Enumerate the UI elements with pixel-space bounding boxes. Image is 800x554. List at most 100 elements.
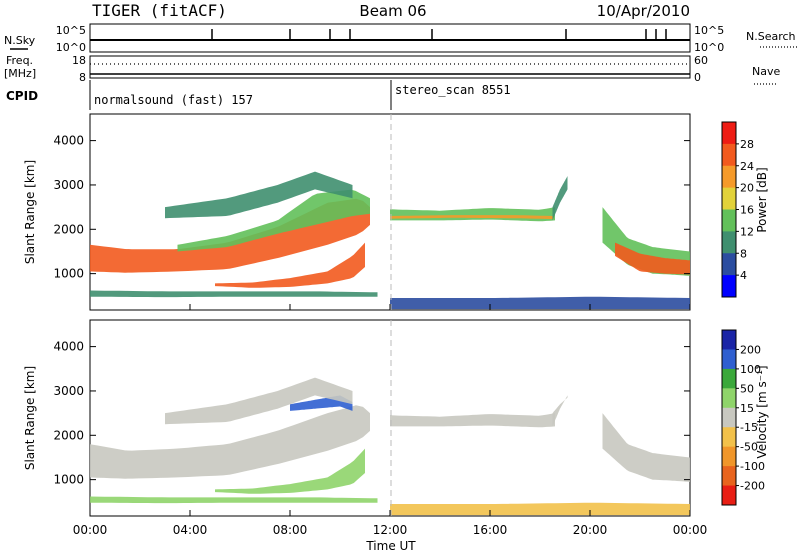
power-colorbar-tick-label: 24 — [740, 160, 754, 173]
power-y-tick-label: 1000 — [53, 267, 84, 281]
power-y-label: Slant Range [km] — [23, 160, 37, 264]
time-tick-label: 04:00 — [173, 523, 208, 537]
power-colorbar-cell — [722, 253, 736, 276]
noise-left-label: N.Sky — [4, 34, 36, 47]
velocity-colorbar-tick-label: 200 — [740, 343, 761, 356]
velocity-y-tick-label: 1000 — [53, 473, 84, 487]
power-colorbar: 4 8 12 16 20 24 28 — [721, 121, 754, 298]
power-y-ticks: 1000 2000 3000 4000 — [53, 134, 690, 281]
velocity-y-ticks: 1000 2000 3000 4000 — [53, 340, 690, 487]
time-tick-label: 20:00 — [573, 523, 608, 537]
time-tick-label: 00:00 — [673, 523, 708, 537]
power-colorbar-tick-label: 8 — [740, 247, 747, 260]
freq-tick-bottom: 8 — [79, 71, 86, 84]
nave-tick-bottom: 0 — [694, 71, 701, 84]
velocity-colorbar-cell — [722, 427, 736, 448]
power-colorbar-tick-label: 20 — [740, 182, 754, 195]
velocity-colorbar-cell — [722, 407, 736, 428]
velocity-colorbar-frame — [721, 329, 737, 506]
velocity-region-7 — [602, 413, 690, 482]
power-colorbar-tick-label: 4 — [740, 269, 747, 282]
freq-label: Freq. — [6, 54, 33, 67]
velocity-region-4 — [90, 496, 378, 504]
velocity-colorbar-cell — [722, 330, 736, 350]
power-region-6 — [390, 215, 553, 220]
velocity-y-tick-label: 3000 — [53, 384, 84, 398]
power-colorbar-tick-label: 16 — [740, 204, 754, 217]
power-region-3 — [165, 171, 353, 219]
power-region-9 — [615, 242, 690, 275]
velocity-region-8 — [390, 502, 690, 516]
velocity-region-3 — [165, 377, 353, 425]
velocity-colorbar-cell — [722, 446, 736, 467]
noise-right-label: N.Search — [746, 30, 796, 43]
power-y-tick-label: 3000 — [53, 178, 84, 192]
plot-title-beam: Beam 06 — [359, 2, 426, 20]
nave-tick-top: 60 — [694, 54, 708, 67]
velocity-colorbar-tick-label: -15 — [740, 421, 758, 434]
time-tick-label: 08:00 — [273, 523, 308, 537]
power-colorbar-cell — [722, 165, 736, 189]
freq-panel — [89, 55, 691, 79]
power-data — [90, 171, 690, 310]
nave-label: Nave — [752, 65, 780, 78]
power-colorbar-label: Power [dB] — [755, 167, 769, 232]
noise-right-tick-top: 10^5 — [694, 24, 724, 37]
noise-panel — [89, 23, 691, 53]
velocity-colorbar-tick-label: -100 — [740, 460, 765, 473]
velocity-colorbar-cell — [722, 388, 736, 409]
power-region-1 — [177, 189, 370, 252]
time-axis-label: Time UT — [365, 539, 416, 553]
time-tick-label: 12:00 — [373, 523, 408, 537]
velocity-colorbar-label: Velocity [m s⁻¹] — [755, 365, 769, 458]
noise-trace — [90, 29, 690, 41]
freq-tick-top: 18 — [72, 54, 86, 67]
power-colorbar-cell — [722, 275, 736, 298]
power-colorbar-cell — [722, 122, 736, 145]
velocity-data — [90, 377, 690, 516]
time-axis: 00:00 04:00 08:00 12:00 16:00 20:00 00:00 — [73, 304, 708, 537]
power-y-tick-label: 4000 — [53, 134, 84, 148]
cpid-label: CPID — [6, 89, 38, 103]
plot-title-radar: TIGER (fitACF) — [92, 1, 227, 20]
power-region-4 — [90, 290, 378, 298]
power-region-10 — [390, 296, 690, 310]
velocity-colorbar: 200 100 50 15 -15 -50 -100 -200 — [721, 329, 765, 506]
velocity-colorbar-cell — [722, 349, 736, 370]
time-tick-label: 00:00 — [73, 523, 108, 537]
velocity-y-tick-label: 2000 — [53, 428, 84, 442]
plot-title-date: 10/Apr/2010 — [597, 2, 690, 20]
noise-left-tick-top: 10^5 — [56, 24, 86, 37]
power-colorbar-cell — [722, 231, 736, 254]
velocity-y-label: Slant Range [km] — [23, 366, 37, 470]
velocity-colorbar-tick-label: 15 — [740, 402, 754, 415]
velocity-colorbar-tick-label: 50 — [740, 382, 754, 395]
power-colorbar-cell — [722, 187, 736, 210]
velocity-colorbar-tick-label: -50 — [740, 441, 758, 454]
velocity-region-6 — [552, 395, 568, 427]
velocity-colorbar-cell — [722, 485, 736, 506]
time-tick-label: 16:00 — [473, 523, 508, 537]
velocity-colorbar-cell — [722, 466, 736, 487]
power-colorbar-tick-label: 12 — [740, 225, 754, 238]
noise-left-tick-bottom: 10^0 — [56, 41, 86, 54]
cpid-segment-1: normalsound (fast) 157 — [94, 93, 253, 107]
velocity-region-0 — [90, 405, 370, 479]
power-region-7 — [552, 176, 568, 221]
velocity-y-tick-label: 4000 — [53, 340, 84, 354]
velocity-region-1 — [215, 448, 365, 494]
velocity-region-5 — [390, 413, 555, 428]
velocity-colorbar-cell — [722, 368, 736, 389]
velocity-colorbar-tick-label: 100 — [740, 363, 761, 376]
freq-unit: [MHz] — [4, 67, 36, 80]
power-region-2 — [215, 242, 365, 288]
power-colorbar-cell — [722, 209, 736, 232]
velocity-colorbar-tick-label: -200 — [740, 480, 765, 493]
power-colorbar-tick-label: 28 — [740, 138, 754, 151]
power-y-tick-label: 2000 — [53, 222, 84, 236]
noise-right-tick-bottom: 10^0 — [694, 41, 724, 54]
power-colorbar-cell — [722, 143, 736, 167]
cpid-segment-2: stereo_scan 8551 — [395, 83, 511, 97]
